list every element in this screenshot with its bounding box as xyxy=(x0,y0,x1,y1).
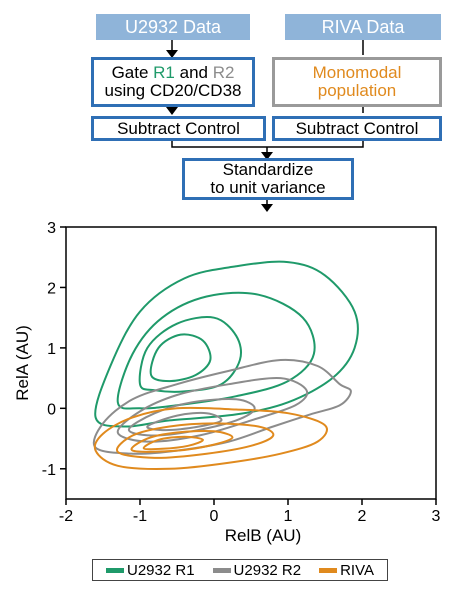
monomodal-box: Monomodal population xyxy=(272,57,442,107)
legend-label: RIVA xyxy=(340,561,374,579)
gate-box: Gate R1 and R2 using CD20/CD38 xyxy=(91,57,255,107)
y-tick-label: 3 xyxy=(47,220,56,237)
y-tick-label: -1 xyxy=(42,462,56,479)
subtract-control-left-box: Subtract Control xyxy=(91,116,266,141)
gate-line1: Gate R1 and R2 xyxy=(112,64,235,82)
y-tick-label: 1 xyxy=(47,341,56,358)
x-tick-label: 1 xyxy=(284,508,293,525)
standardize-box: Standardize to unit variance xyxy=(182,158,354,200)
x-tick-label: -2 xyxy=(59,508,73,525)
y-tick-label: 2 xyxy=(47,280,56,297)
legend-item-u2932-r2: U2932 R2 xyxy=(212,561,302,579)
gate-line2: using CD20/CD38 xyxy=(104,81,242,100)
arrow-down-icon xyxy=(261,152,273,160)
contour-riva-level-4 xyxy=(142,435,204,451)
legend: U2932 R1 U2932 R2 RIVA xyxy=(92,559,388,581)
gate-and-text: and xyxy=(174,63,213,83)
contour-riva-level-1 xyxy=(93,406,328,470)
x-tick-label: 3 xyxy=(432,508,441,525)
contour-riva-level-3 xyxy=(130,429,234,453)
contour-u2932-r1-level-3 xyxy=(138,316,242,393)
contour-u2932-r2-level-4 xyxy=(146,411,223,432)
x-tick-label: 2 xyxy=(358,508,367,525)
gate-prefix-text: Gate xyxy=(111,63,154,83)
y-axis-label: RelA (AU) xyxy=(13,325,32,401)
u2932-data-label: U2932 Data xyxy=(124,16,222,37)
subtract-control-right-box: Subtract Control xyxy=(272,116,442,141)
riva-data-box: RIVA Data xyxy=(285,14,441,40)
x-axis-label: RelB (AU) xyxy=(225,526,302,545)
arrow-down-icon xyxy=(166,50,178,58)
monomodal-line2: population xyxy=(317,81,397,100)
contour-u2932-r2-level-2 xyxy=(116,376,309,443)
y-tick-label: 0 xyxy=(47,401,56,418)
u2932-data-box: U2932 Data xyxy=(96,14,250,40)
standardize-line2: to unit variance xyxy=(210,178,326,197)
monomodal-line1: Monomodal xyxy=(312,63,402,83)
plot-frame xyxy=(65,226,437,500)
arrow-down-icon xyxy=(166,107,178,115)
x-tick-label: -1 xyxy=(133,508,147,525)
x-tick-label: 0 xyxy=(210,508,219,525)
gate-r1-text: R1 xyxy=(153,63,175,83)
subtract-control-right-label: Subtract Control xyxy=(295,118,419,138)
legend-label: U2932 R2 xyxy=(233,561,302,579)
legend-label: U2932 R1 xyxy=(127,561,195,579)
riva-data-label: RIVA Data xyxy=(321,16,405,37)
gate-r2-text: R2 xyxy=(212,63,235,83)
legend-item-riva: RIVA xyxy=(319,562,374,579)
legend-swatch xyxy=(106,567,124,573)
legend-item-u2932-r1: U2932 R1 xyxy=(106,562,195,579)
contour-chart: -2 -1 0 1 2 3 3 2 1 0 -1 RelB (AU) RelA (AU) xyxy=(13,220,441,545)
arrow-down-icon xyxy=(261,204,273,212)
contour-u2932-r1-level-2 xyxy=(116,291,316,410)
contour-riva-level-2 xyxy=(116,422,275,459)
standardize-line1: Standardize xyxy=(222,160,314,180)
contour-u2932-r1-level-1 xyxy=(94,260,359,428)
flow-connectors xyxy=(166,40,364,212)
legend-swatch xyxy=(319,567,338,573)
legend-swatch xyxy=(212,567,231,573)
subtract-control-left-label: Subtract Control xyxy=(117,118,240,138)
contour-u2932-r1-level-4 xyxy=(149,333,212,383)
